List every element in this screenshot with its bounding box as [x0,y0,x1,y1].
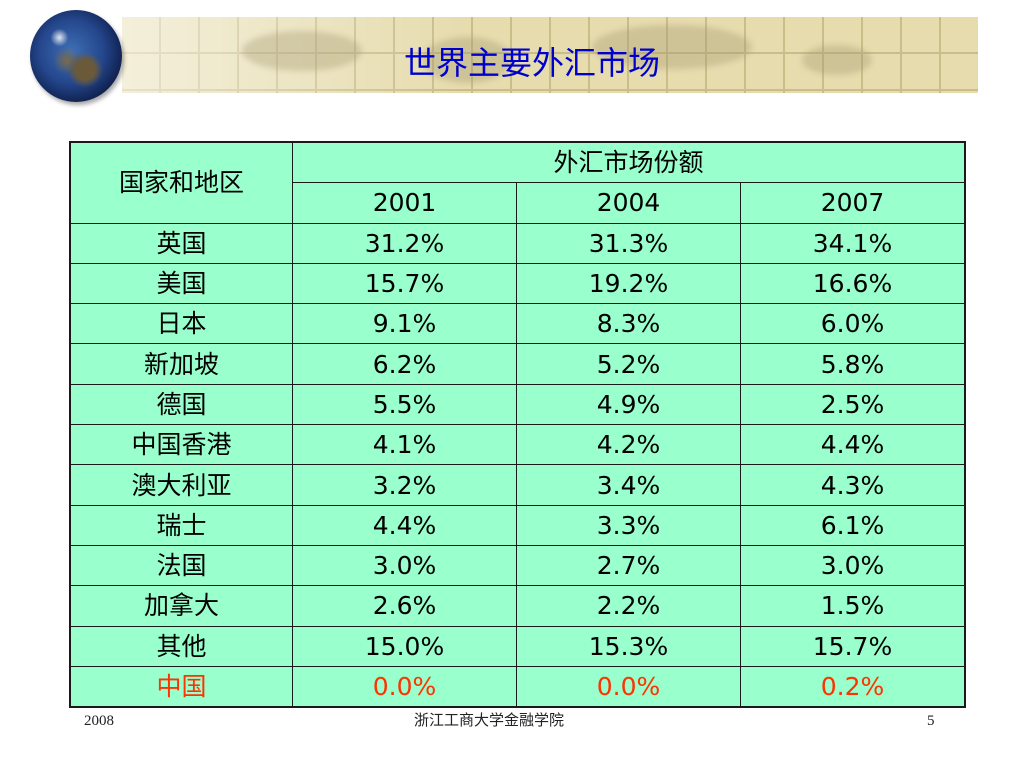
header-year: 2001 [292,182,517,224]
share-cell: 15.0% [292,625,517,667]
share-cell: 2.2% [516,585,741,627]
share-cell: 0.0% [292,665,517,708]
share-cell: 31.2% [292,222,517,264]
table-row: 其他 15.0% 15.3% 15.7% [69,625,966,667]
share-cell: 3.0% [740,544,966,587]
share-cell: 15.7% [292,262,517,305]
share-cell: 4.4% [740,424,966,466]
region-cell: 瑞士 [69,504,293,546]
banner-map-shape [802,45,872,75]
share-cell: 5.8% [740,343,966,385]
region-cell: 加拿大 [69,585,293,627]
header-market-share: 外汇市场份额 [292,141,966,184]
share-cell: 3.4% [516,464,741,506]
region-cell: 德国 [69,383,293,426]
region-cell: 中国香港 [69,424,293,466]
share-cell: 6.1% [740,504,966,546]
share-cell: 4.3% [740,464,966,506]
table-row: 新加坡 6.2% 5.2% 5.8% [69,343,966,385]
share-cell: 4.1% [292,424,517,466]
share-cell: 6.0% [740,303,966,345]
banner-map-shape [422,37,512,83]
share-cell: 19.2% [516,262,741,305]
table-row: 美国 15.7% 19.2% 16.6% [69,262,966,305]
banner-map-shape [242,31,362,71]
share-cell: 2.5% [740,383,966,426]
share-cell: 8.3% [516,303,741,345]
region-cell: 中国 [69,665,293,708]
table-row: 瑞士 4.4% 3.3% 6.1% [69,504,966,546]
share-cell: 4.4% [292,504,517,546]
footer-year: 2008 [84,713,114,729]
share-cell: 5.2% [516,343,741,385]
table-row: 法国 3.0% 2.7% 3.0% [69,544,966,587]
region-cell: 其他 [69,625,293,667]
region-cell: 澳大利亚 [69,464,293,506]
share-cell: 6.2% [292,343,517,385]
share-cell: 4.2% [516,424,741,466]
table-row: 日本 9.1% 8.3% 6.0% [69,303,966,345]
region-cell: 新加坡 [69,343,293,385]
region-cell: 美国 [69,262,293,305]
share-cell: 16.6% [740,262,966,305]
header-year: 2004 [516,182,741,224]
share-cell: 15.7% [740,625,966,667]
share-cell: 5.5% [292,383,517,426]
region-cell: 法国 [69,544,293,587]
share-cell: 2.7% [516,544,741,587]
share-cell: 2.6% [292,585,517,627]
share-cell: 3.3% [516,504,741,546]
share-cell: 15.3% [516,625,741,667]
share-cell: 3.0% [292,544,517,587]
region-cell: 日本 [69,303,293,345]
share-cell: 0.2% [740,665,966,708]
table-header-row: 国家和地区 外汇市场份额 [69,141,966,224]
table-year-row: 2001 2004 2007 [70,182,966,224]
table-row: 德国 5.5% 4.9% 2.5% [69,383,966,426]
share-cell: 31.3% [516,222,741,264]
footer-institution: 浙江工商大学金融学院 [414,713,565,729]
footer-page-number: 5 [927,713,935,729]
header-banner [122,17,978,93]
header-year: 2007 [740,182,966,224]
share-cell: 3.2% [292,464,517,506]
slide-title: 世界主要外汇市场 [404,44,661,82]
share-cell: 34.1% [740,222,966,264]
share-cell: 4.9% [516,383,741,426]
region-cell: 英国 [69,222,293,264]
header-region: 国家和地区 [69,141,293,224]
banner-map-shape [592,25,752,69]
table-row: 英国 31.2% 31.3% 34.1% [69,222,966,264]
fx-market-share-table: 国家和地区 外汇市场份额 2001 2004 2007 英国 31.2% 31.3% 34.1%… [69,141,966,709]
share-cell: 1.5% [740,585,966,627]
share-cell: 0.0% [516,665,741,708]
table-row: 中国香港 4.1% 4.2% 4.4% [69,424,966,466]
table-row: 加拿大 2.6% 2.2% 1.5% [69,585,966,627]
share-cell: 9.1% [292,303,517,345]
table-row: 中国 0.0% 0.0% 0.2% [69,665,966,708]
table-row: 澳大利亚 3.2% 3.4% 4.3% [69,464,966,506]
globe-icon [30,10,122,102]
